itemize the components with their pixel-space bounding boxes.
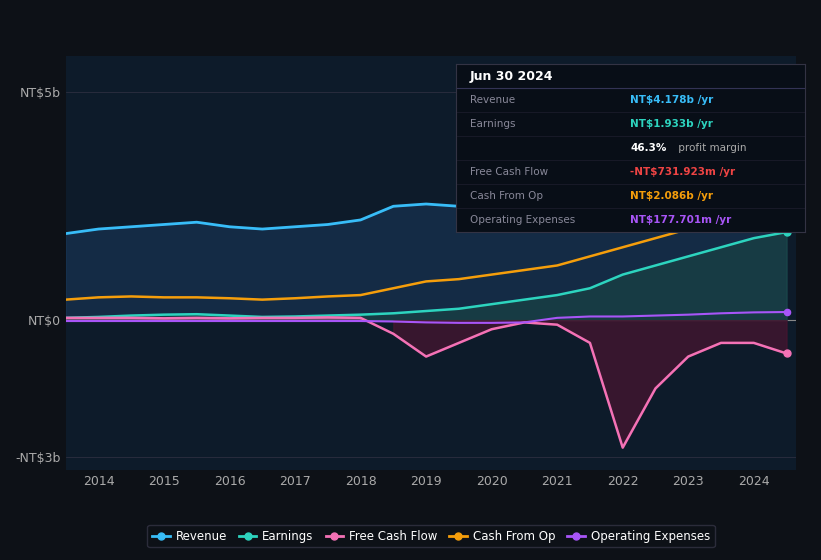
Text: Earnings: Earnings [470, 119, 515, 129]
Text: Operating Expenses: Operating Expenses [470, 216, 575, 226]
Text: Jun 30 2024: Jun 30 2024 [470, 70, 553, 83]
Point [780, 227, 793, 236]
Text: profit margin: profit margin [676, 143, 747, 153]
Point [780, 349, 793, 358]
Text: Revenue: Revenue [470, 95, 515, 105]
Text: Cash From Op: Cash From Op [470, 192, 543, 202]
Text: NT$2.086b /yr: NT$2.086b /yr [631, 192, 713, 202]
Legend: Revenue, Earnings, Free Cash Flow, Cash From Op, Operating Expenses: Revenue, Earnings, Free Cash Flow, Cash … [147, 525, 715, 547]
Text: 46.3%: 46.3% [631, 143, 667, 153]
Text: Free Cash Flow: Free Cash Flow [470, 167, 548, 178]
Text: -NT$731.923m /yr: -NT$731.923m /yr [631, 167, 736, 178]
Text: NT$4.178b /yr: NT$4.178b /yr [631, 95, 713, 105]
Text: NT$177.701m /yr: NT$177.701m /yr [631, 216, 732, 226]
Point [780, 221, 793, 230]
Point [780, 307, 793, 316]
Text: NT$1.933b /yr: NT$1.933b /yr [631, 119, 713, 129]
Point [780, 125, 793, 134]
